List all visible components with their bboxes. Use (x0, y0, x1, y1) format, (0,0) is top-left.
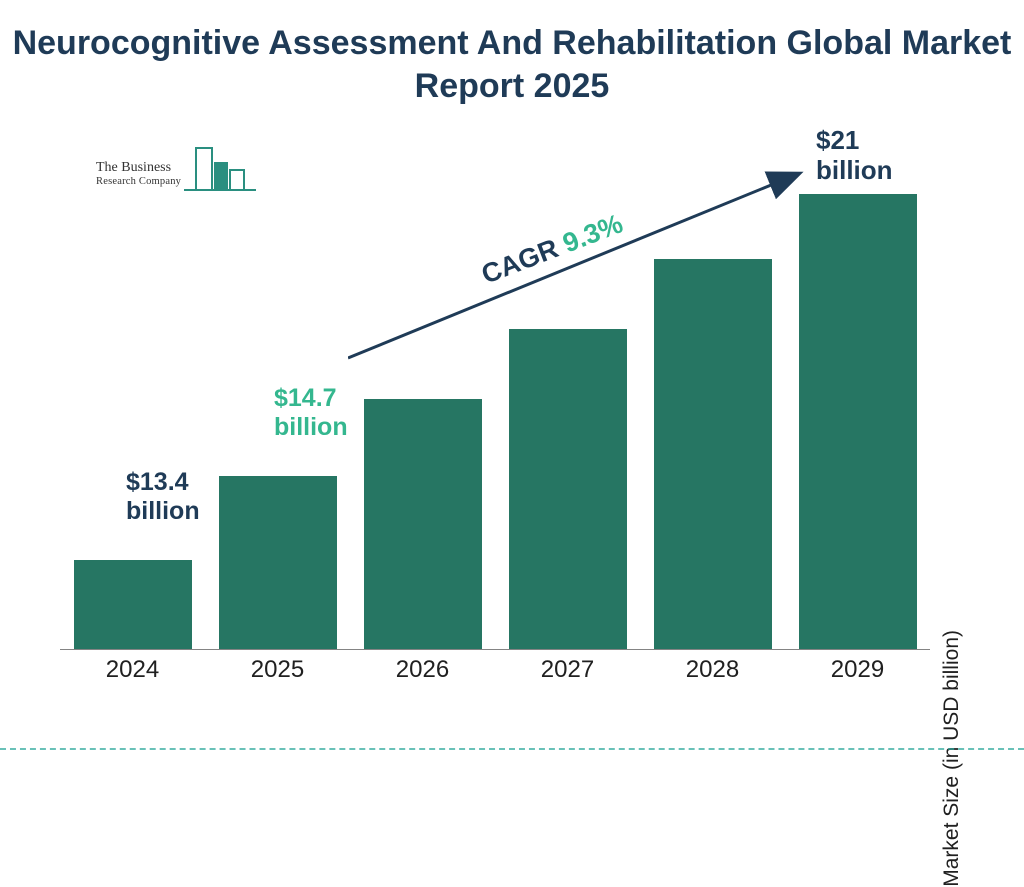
chart-area: $13.4 billion $14.7 billion $21 billion … (60, 130, 960, 690)
xlabel: 2025 (205, 656, 350, 684)
cagr-arrow-icon (348, 168, 808, 368)
xlabel: 2029 (785, 656, 930, 684)
x-axis-line (60, 649, 930, 650)
value-label-2029: $21 billion (816, 126, 930, 186)
bar (364, 399, 482, 649)
value-label-line2: billion (126, 497, 200, 526)
title-text: Neurocognitive Assessment And Rehabilita… (13, 24, 1012, 105)
xlabel: 2027 (495, 656, 640, 684)
cagr-annotation: CAGR 9.3% (348, 168, 808, 368)
bar-2027 (495, 329, 640, 649)
value-label-line1: $21 billion (816, 126, 930, 186)
chart-title: Neurocognitive Assessment And Rehabilita… (0, 0, 1024, 107)
y-axis-label: Market Size (in USD billion) (940, 630, 964, 887)
xlabel: 2028 (640, 656, 785, 684)
bar (74, 560, 192, 649)
bar (219, 476, 337, 649)
value-label-2024: $13.4 billion (126, 468, 200, 526)
decorative-dashed-line (0, 748, 1024, 750)
value-label-line2: billion (274, 413, 348, 442)
cagr-arrow-line (348, 174, 798, 358)
xlabel: 2024 (60, 656, 205, 684)
bar (799, 194, 917, 649)
bar-2024 (60, 560, 205, 649)
value-label-line1: $13.4 (126, 468, 200, 497)
bar-2025 (205, 476, 350, 649)
plot-region: $13.4 billion $14.7 billion $21 billion … (60, 130, 930, 650)
bar-2026 (350, 399, 495, 649)
bar (509, 329, 627, 649)
value-label-2025: $14.7 billion (274, 384, 348, 442)
value-label-line1: $14.7 (274, 384, 348, 413)
xlabel: 2026 (350, 656, 495, 684)
x-axis-labels: 2024 2025 2026 2027 2028 2029 (60, 656, 930, 684)
